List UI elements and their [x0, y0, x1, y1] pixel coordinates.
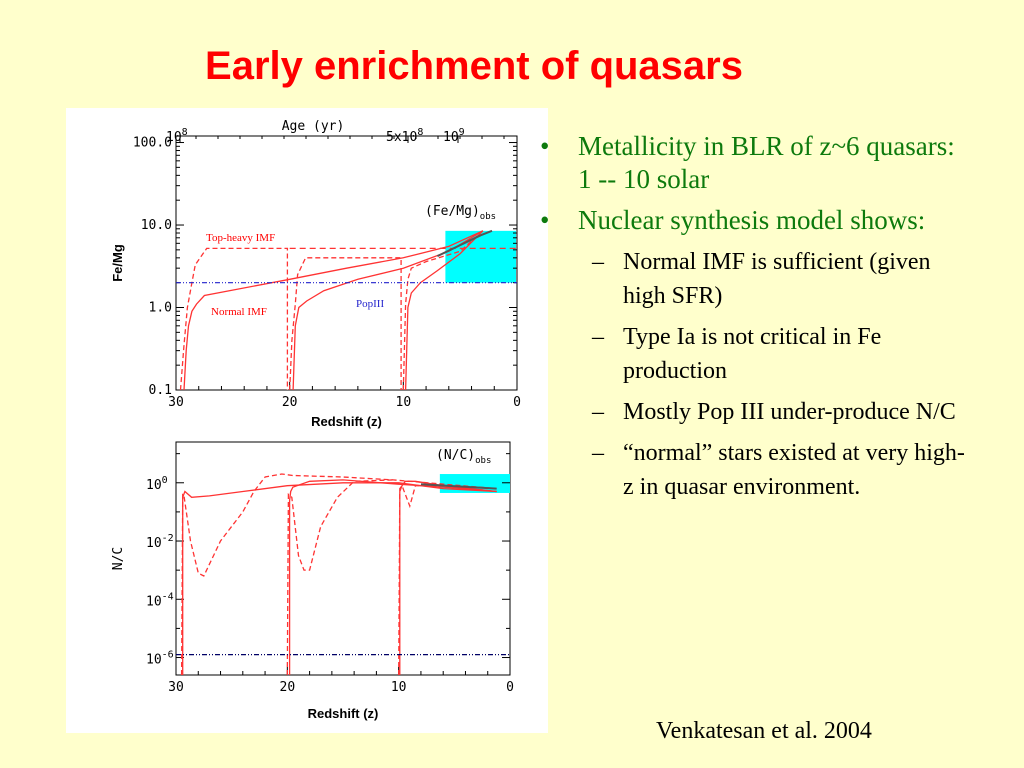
top-ytick-label: 1.0 [149, 301, 172, 316]
bottom-ylabel: N/C [111, 547, 126, 570]
top-series-3 [179, 247, 289, 391]
top-xlabel: Redshift (z) [311, 414, 382, 429]
bottom-plot-frame [175, 441, 511, 676]
top-series-1 [292, 230, 484, 391]
top-ylabel: Fe/Mg [110, 244, 125, 282]
bottom-ytick-label: 10-2 [146, 533, 174, 551]
age-tick-label: 109 [443, 127, 465, 145]
top-obs-line [436, 229, 493, 258]
bottom-series-1 [288, 479, 497, 675]
bottom-ytick-label: 10-4 [146, 591, 174, 609]
bottom-obs-line [420, 483, 497, 490]
age-tick-label: 5x108 [386, 127, 423, 145]
bottom-series-5 [398, 484, 497, 676]
top-ytick-label: 0.1 [149, 383, 172, 398]
figure: 0.1 1.0 10.0 100.0 30 20 10 0 Redshift (z) Fe/Mg A… [66, 108, 548, 733]
bullet-list: • Metallicity in BLR of z~6 quasars: 1 --… [536, 130, 966, 504]
top-ytick-label: 10.0 [141, 218, 172, 233]
top-series-5 [402, 230, 484, 391]
sub-bullet: – Type Ia is not critical in Fe productio… [592, 324, 882, 384]
bullet: • Metallicity in BLR of z~6 quasars: 1 --… [540, 131, 955, 194]
age-tick-label: 108 [166, 127, 188, 145]
sub-bullet: – “normal” stars existed at very high-z i… [592, 440, 965, 500]
bottom-xlabel: Redshift (z) [308, 706, 379, 721]
bullet: • Nuclear synthesis model shows: [540, 205, 926, 235]
bottom-series-4 [286, 479, 394, 676]
sub-bullet: – Mostly Pop III under-produce N/C [592, 399, 956, 425]
annotation-normal-imf: Normal IMF [211, 306, 267, 318]
citation: Venkatesan et al. 2004 [656, 718, 872, 744]
bottom-series-2 [399, 480, 497, 675]
bottom-xtick-label: 10 [391, 680, 407, 695]
bottom-series-3 [180, 473, 497, 676]
sub-bullet: – Normal IMF is sufficient (given high SF… [592, 249, 931, 309]
top-xtick-label: 30 [168, 395, 184, 410]
top-ytick-label: 100.0 [133, 136, 172, 151]
bottom-ytick-label: 10-6 [146, 650, 174, 668]
top-xtick-label: 20 [282, 395, 298, 410]
annotation-n-c-obs: (N/C)obs [436, 448, 491, 466]
top-series-0 [183, 230, 484, 391]
top-xtick-label: 0 [513, 395, 521, 410]
bottom-ytick-label: 100 [146, 475, 168, 493]
top-plot-frame [175, 135, 518, 391]
bottom-xtick-label: 30 [168, 680, 184, 695]
annotation-fe-mg-obs: (Fe/Mg)obs [425, 204, 496, 222]
top-axis-label: Age (yr) [282, 119, 345, 134]
bottom-xtick-label: 20 [280, 680, 296, 695]
slide-title: Early enrichment of quasars [205, 44, 743, 88]
annotation-top-heavy-imf: Top-heavy IMF [206, 232, 275, 244]
annotation-popiii: PopIII [356, 298, 384, 310]
top-xtick-label: 10 [396, 395, 412, 410]
top-obs-region [445, 230, 516, 283]
top-series-4 [289, 257, 402, 391]
bottom-series-0 [182, 482, 497, 675]
bottom-xtick-label: 0 [506, 680, 514, 695]
